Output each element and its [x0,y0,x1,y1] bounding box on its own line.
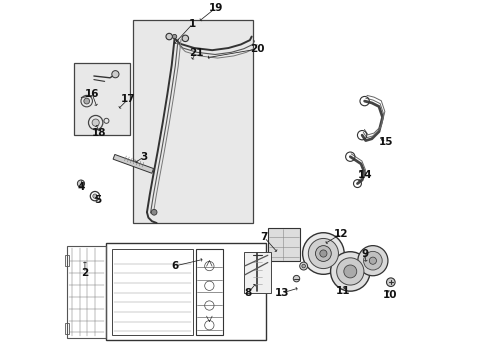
Circle shape [386,278,394,287]
Bar [74,63,129,135]
Circle shape [77,180,84,187]
Circle shape [330,252,369,291]
Text: 3: 3 [140,152,147,162]
Text: 4: 4 [78,182,85,192]
Text: 14: 14 [357,170,371,180]
Circle shape [293,275,299,282]
Circle shape [336,258,363,285]
Text: 21: 21 [188,48,203,58]
Text: 16: 16 [84,89,99,99]
Circle shape [301,264,305,268]
Circle shape [302,233,344,274]
Polygon shape [113,154,153,173]
Bar [196,249,223,335]
Circle shape [93,194,97,198]
Text: 20: 20 [249,44,264,54]
Circle shape [92,119,99,126]
Circle shape [165,33,172,40]
Bar [267,228,300,261]
Circle shape [112,71,119,78]
Circle shape [308,238,338,269]
Text: 5: 5 [94,195,101,205]
Text: 19: 19 [208,3,223,13]
Text: 13: 13 [274,288,289,298]
Circle shape [182,35,188,41]
Text: 6: 6 [171,261,178,271]
Circle shape [357,246,387,276]
Text: 8: 8 [244,288,251,298]
Bar [133,21,253,223]
Circle shape [151,210,157,215]
Text: 7: 7 [260,232,267,242]
Circle shape [363,251,382,270]
Text: 12: 12 [333,229,348,239]
Text: 18: 18 [92,129,106,138]
Circle shape [299,262,307,270]
Circle shape [83,98,89,104]
Text: 2: 2 [81,268,88,278]
Text: 9: 9 [360,248,367,258]
Text: 1: 1 [188,19,196,29]
Bar [67,246,105,338]
Text: 15: 15 [378,138,393,147]
Bar [106,243,265,339]
Bar [244,252,271,293]
Text: 11: 11 [335,286,349,296]
Text: 17: 17 [121,94,135,104]
Bar [65,255,69,266]
Circle shape [315,246,330,261]
Bar [65,323,69,334]
Text: 10: 10 [382,290,396,300]
Bar [112,249,192,335]
Circle shape [172,35,176,39]
Circle shape [368,257,376,264]
Circle shape [319,250,326,257]
Circle shape [343,265,356,278]
